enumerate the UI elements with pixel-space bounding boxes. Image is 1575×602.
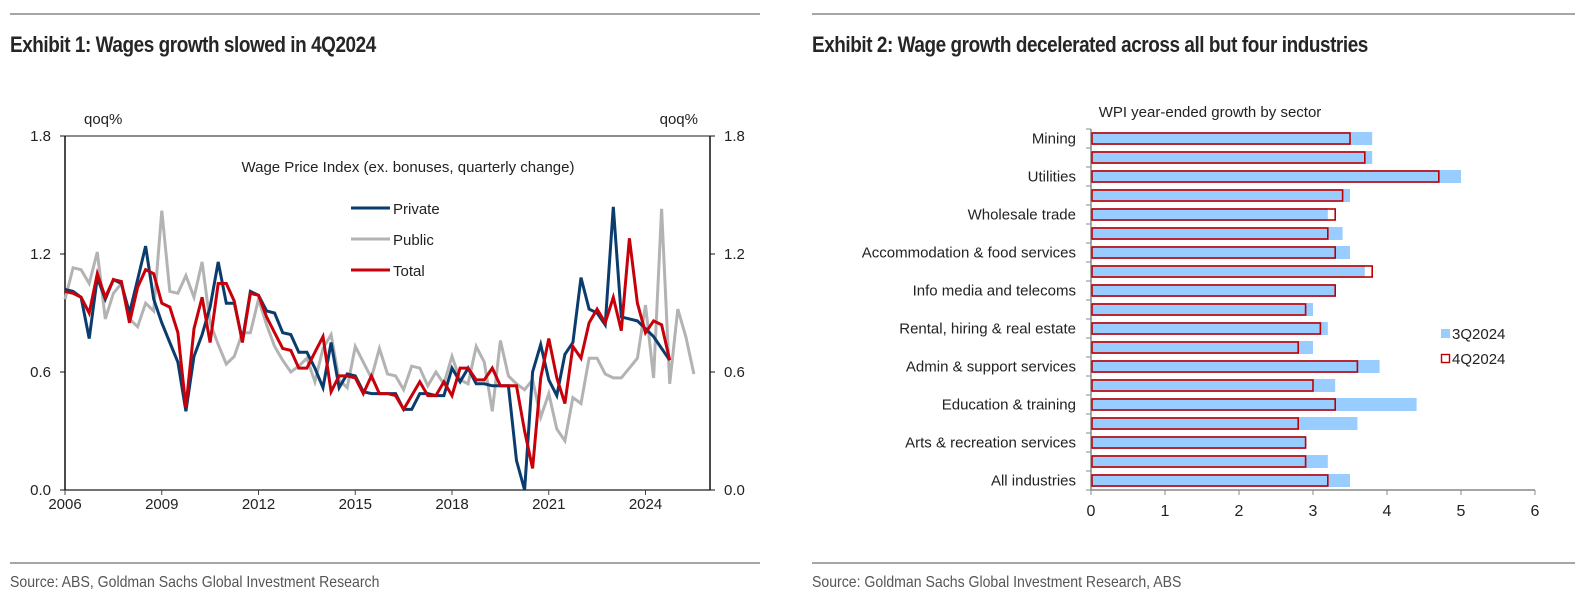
bar-4q2024 — [1091, 398, 1336, 411]
exhibit1-bottom-rule — [10, 562, 760, 564]
y-tick-label-right: 1.2 — [724, 246, 745, 263]
legend-label-private: Private — [393, 201, 440, 218]
y-tick-label-left: 0.6 — [30, 364, 51, 381]
wage-price-index-line-chart: 0.0 0.0 0.6 0.6 1.2 1.2 1.8 1.8 2006 2009 2012 2015… — [30, 111, 745, 513]
bar-4q2024 — [1091, 360, 1359, 373]
exhibit1-title: Exhibit 1: Wages growth slowed in 4Q2024 — [10, 32, 376, 57]
exhibit2-source: Source: Goldman Sachs Global Investment … — [812, 574, 1182, 591]
x-tick-label: 2009 — [145, 496, 178, 513]
bar-4q2024 — [1091, 284, 1336, 297]
series-line-public — [63, 208, 696, 445]
bar-4q2024 — [1091, 455, 1307, 468]
bar-3q2024 — [1091, 455, 1328, 468]
exhibit2-top-rule — [812, 13, 1575, 15]
bar-4q2024 — [1091, 151, 1366, 164]
y-tick-label-left: 1.8 — [30, 128, 51, 145]
exhibit1-source: Source: ABS, Goldman Sachs Global Invest… — [10, 574, 380, 591]
x-tick-label: 4 — [1383, 503, 1392, 520]
bar-3q2024 — [1091, 322, 1328, 335]
x-tick-label: 2012 — [242, 496, 275, 513]
y-tick-label-right: 0.6 — [724, 364, 745, 381]
bar-3q2024 — [1091, 398, 1417, 411]
category-label: Admin & support services — [906, 359, 1076, 376]
category-label: Info media and telecoms — [913, 283, 1076, 300]
category-label: Accommodation & food services — [862, 245, 1076, 262]
bar-3q2024 — [1091, 132, 1373, 145]
bar-3q2024 — [1091, 360, 1380, 373]
bar-4q2024 — [1091, 417, 1299, 430]
bar-3q2024 — [1091, 379, 1336, 392]
x-tick-label: 2024 — [629, 496, 662, 513]
bar-4q2024 — [1091, 189, 1344, 202]
y-axis-label-left: qoq% — [84, 111, 122, 128]
y-tick-label-left: 1.2 — [30, 246, 51, 263]
bar-3q2024 — [1091, 170, 1461, 183]
bar-4q2024 — [1091, 303, 1307, 316]
bar-4q2024 — [1091, 132, 1351, 145]
bar-3q2024 — [1091, 227, 1343, 240]
legend-label-4q2024: 4Q2024 — [1452, 351, 1505, 368]
category-label: Rental, hiring & real estate — [899, 321, 1076, 338]
x-tick-label: 2018 — [435, 496, 468, 513]
exhibit1-top-rule — [10, 13, 760, 15]
category-label: Arts & recreation services — [905, 435, 1076, 452]
x-tick-label: 6 — [1531, 503, 1540, 520]
x-tick-label: 2015 — [339, 496, 372, 513]
bar-4q2024 — [1091, 227, 1329, 240]
y-tick-label-right: 0.0 — [724, 482, 745, 499]
x-tick-label: 2021 — [532, 496, 565, 513]
y-tick-label-right: 1.8 — [724, 128, 745, 145]
series-line-total — [64, 238, 672, 469]
category-label: Education & training — [942, 397, 1076, 414]
category-label: All industries — [991, 473, 1076, 490]
bar-4q2024 — [1091, 246, 1336, 259]
y-axis-label-right: qoq% — [660, 111, 698, 128]
x-tick-label: 2 — [1235, 503, 1244, 520]
bar-4q2024 — [1091, 265, 1374, 278]
category-label: Utilities — [1028, 169, 1076, 186]
x-tick-label: 2006 — [48, 496, 81, 513]
bar-3q2024 — [1091, 265, 1365, 278]
chart-title: Wage Price Index (ex. bonuses, quarterly… — [242, 159, 575, 176]
bar-3q2024 — [1091, 208, 1328, 221]
y-tick-label-left: 0.0 — [30, 482, 51, 499]
wpi-sector-bar-chart: 0 1 2 3 4 5 6 WPI year-ended growth by sector Mi… — [862, 104, 1540, 520]
bar-4q2024 — [1091, 341, 1299, 354]
bar-3q2024 — [1091, 417, 1358, 430]
bar-4q2024 — [1091, 379, 1314, 392]
category-label: Wholesale trade — [968, 207, 1076, 224]
bar-4q2024 — [1091, 208, 1336, 221]
chart-title: WPI year-ended growth by sector — [1099, 104, 1322, 121]
legend-label-total: Total — [393, 263, 425, 280]
x-tick-label: 3 — [1309, 503, 1318, 520]
category-label: Mining — [1032, 131, 1076, 148]
bar-3q2024 — [1091, 189, 1350, 202]
legend-label-public: Public — [393, 232, 434, 249]
bar-3q2024 — [1091, 474, 1350, 487]
exhibit2-bottom-rule — [812, 562, 1575, 564]
bar-4q2024 — [1091, 436, 1307, 449]
bar-3q2024 — [1091, 341, 1313, 354]
exhibit2-title: Exhibit 2: Wage growth decelerated acros… — [812, 32, 1368, 57]
legend-label-3q2024: 3Q2024 — [1452, 326, 1505, 343]
bar-3q2024 — [1091, 436, 1306, 449]
x-tick-label: 5 — [1457, 503, 1466, 520]
bar-3q2024 — [1091, 246, 1350, 259]
bar-4q2024 — [1091, 170, 1440, 183]
legend-swatch-3q2024 — [1441, 329, 1450, 338]
legend-swatch-4q2024 — [1440, 353, 1451, 364]
bar-4q2024 — [1091, 322, 1322, 335]
bar-3q2024 — [1091, 303, 1313, 316]
x-tick-label: 1 — [1161, 503, 1170, 520]
bar-4q2024 — [1091, 474, 1329, 487]
bar-3q2024 — [1091, 151, 1373, 164]
bar-3q2024 — [1091, 284, 1336, 297]
series-line-private — [64, 206, 671, 491]
x-tick-label: 0 — [1087, 503, 1096, 520]
